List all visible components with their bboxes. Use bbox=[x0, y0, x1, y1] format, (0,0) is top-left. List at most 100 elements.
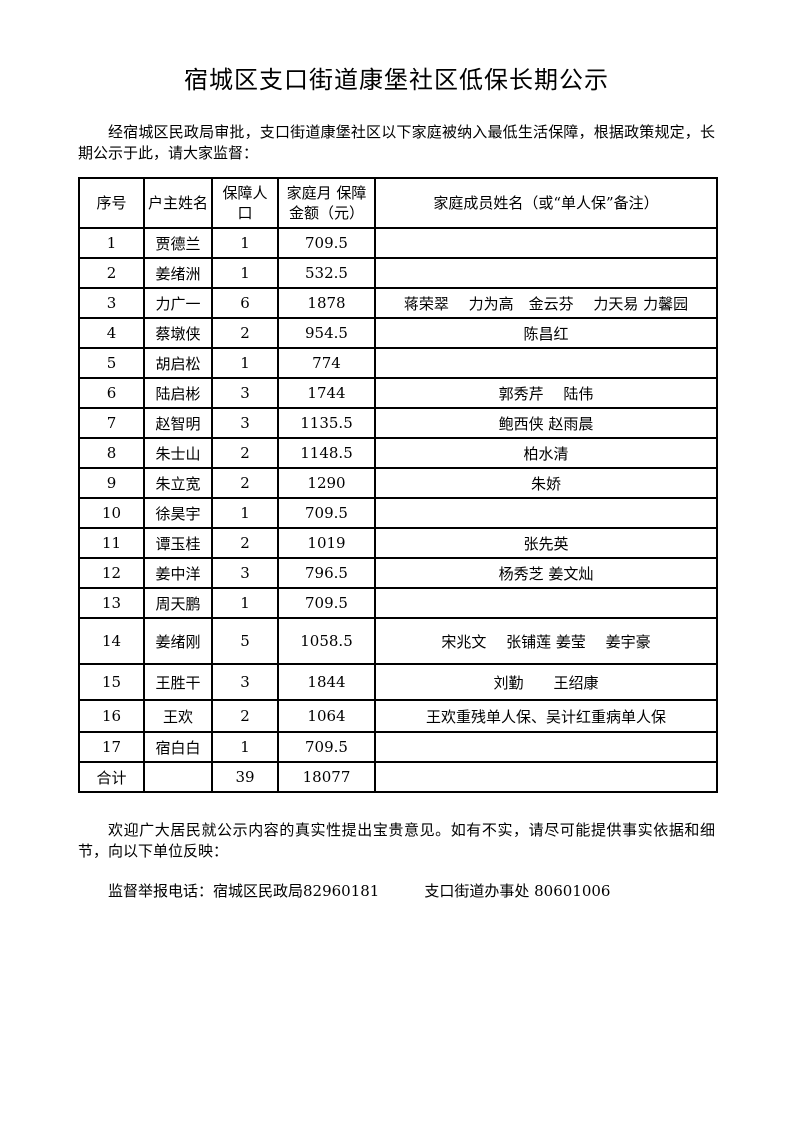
table-cell: 陆启彬 bbox=[143, 377, 213, 409]
table-row: 6 陆启彬 3 1744 郭秀芹 陆伟 bbox=[78, 377, 718, 409]
table-cell: 12 bbox=[78, 557, 145, 589]
table-row: 9 朱立宽 2 1290 朱娇 bbox=[78, 467, 718, 499]
table-cell: 杨秀芝 姜文灿 bbox=[374, 557, 718, 589]
table-cell: 15 bbox=[78, 663, 145, 701]
table-cell: 贾德兰 bbox=[143, 227, 213, 259]
table-cell: 6 bbox=[78, 377, 145, 409]
table-cell: 1 bbox=[211, 497, 279, 529]
table-row: 13 周天鹏 1 709.5 bbox=[78, 587, 718, 619]
table-cell: 1064 bbox=[277, 699, 376, 733]
col-header-amount: 家庭月 保障金额（元） bbox=[277, 177, 376, 229]
table-cell: 蔡墩侠 bbox=[143, 317, 213, 349]
table-cell: 2 bbox=[211, 527, 279, 559]
table-row: 8 朱士山 2 1148.5 柏水清 bbox=[78, 437, 718, 469]
table-cell: 1 bbox=[78, 227, 145, 259]
table-cell: 2 bbox=[211, 317, 279, 349]
table-cell: 5 bbox=[78, 347, 145, 379]
table-cell: 11 bbox=[78, 527, 145, 559]
table-cell: 1 bbox=[211, 257, 279, 289]
table-cell: 7 bbox=[78, 407, 145, 439]
table-cell: 宿白白 bbox=[143, 731, 213, 763]
table-cell: 1744 bbox=[277, 377, 376, 409]
table-cell: 1 bbox=[211, 347, 279, 379]
table-row: 1 贾德兰 1 709.5 bbox=[78, 227, 718, 259]
table-cell bbox=[374, 227, 718, 259]
hotline-line: 监督举报电话：宿城区民政局82960181 支口街道办事处 80601006 bbox=[108, 882, 611, 900]
table-cell: 1878 bbox=[277, 287, 376, 319]
table-cell: 709.5 bbox=[277, 227, 376, 259]
table-row: 12 姜中洋 3 796.5 杨秀芝 姜文灿 bbox=[78, 557, 718, 589]
table-cell: 10 bbox=[78, 497, 145, 529]
table-cell: 刘勤 王绍康 bbox=[374, 663, 718, 701]
table-cell: 3 bbox=[78, 287, 145, 319]
table-cell: 3 bbox=[211, 557, 279, 589]
table-cell: 1148.5 bbox=[277, 437, 376, 469]
table-cell: 蒋荣翠 力为高 金云芬 力天易 力馨园 bbox=[374, 287, 718, 319]
table-cell: 2 bbox=[211, 437, 279, 469]
table-cell: 合计 bbox=[78, 761, 145, 793]
table-cell: 朱立宽 bbox=[143, 467, 213, 499]
table-cell: 朱娇 bbox=[374, 467, 718, 499]
table-cell: 1 bbox=[211, 227, 279, 259]
table-cell: 1058.5 bbox=[277, 617, 376, 665]
table-cell: 胡启松 bbox=[143, 347, 213, 379]
table-row: 11 谭玉桂 2 1019 张先英 bbox=[78, 527, 718, 559]
table-cell: 3 bbox=[211, 663, 279, 701]
col-header-index: 序号 bbox=[78, 177, 145, 229]
table-cell: 鲍西侠 赵雨晨 bbox=[374, 407, 718, 439]
table-cell bbox=[374, 347, 718, 379]
table-cell: 1 bbox=[211, 587, 279, 619]
table-cell bbox=[374, 731, 718, 763]
table-cell: 2 bbox=[211, 699, 279, 733]
table-cell: 2 bbox=[211, 467, 279, 499]
table-cell: 3 bbox=[211, 407, 279, 439]
col-header-name: 户主姓名 bbox=[143, 177, 213, 229]
table-cell: 姜中洋 bbox=[143, 557, 213, 589]
table-cell: 1019 bbox=[277, 527, 376, 559]
table-cell: 姜绪刚 bbox=[143, 617, 213, 665]
table-cell: 郭秀芹 陆伟 bbox=[374, 377, 718, 409]
table-row: 7 赵智明 3 1135.5 鲍西侠 赵雨晨 bbox=[78, 407, 718, 439]
col-header-members: 家庭成员姓名（或“单人保”备注） bbox=[374, 177, 718, 229]
table-row: 3 力广一 6 1878 蒋荣翠 力为高 金云芬 力天易 力馨园 bbox=[78, 287, 718, 319]
table-cell: 774 bbox=[277, 347, 376, 379]
table-row: 14 姜绪刚 5 1058.5 宋兆文 张铺莲 姜莹 姜宇豪 bbox=[78, 617, 718, 665]
table-cell: 954.5 bbox=[277, 317, 376, 349]
table-cell: 5 bbox=[211, 617, 279, 665]
table-cell: 谭玉桂 bbox=[143, 527, 213, 559]
footer-note-paragraph: 欢迎广大居民就公示内容的真实性提出宝贵意见。如有不实，请尽可能提供事实依据和细节… bbox=[78, 821, 715, 860]
table-cell: 796.5 bbox=[277, 557, 376, 589]
table-cell: 力广一 bbox=[143, 287, 213, 319]
col-header-people: 保障人口 bbox=[211, 177, 279, 229]
table-cell bbox=[374, 587, 718, 619]
table-cell: 16 bbox=[78, 699, 145, 733]
table-cell bbox=[143, 761, 213, 793]
table-cell: 6 bbox=[211, 287, 279, 319]
table-cell: 1290 bbox=[277, 467, 376, 499]
table-header: 序号 户主姓名 保障人口 家庭月 保障金额（元） 家庭成员姓名（或“单人保”备注… bbox=[78, 177, 718, 229]
table-cell: 709.5 bbox=[277, 587, 376, 619]
table-row: 5 胡启松 1 774 bbox=[78, 347, 718, 379]
table-cell: 姜绪洲 bbox=[143, 257, 213, 289]
table-cell: 9 bbox=[78, 467, 145, 499]
table-cell: 18077 bbox=[277, 761, 376, 793]
lowbao-benefit-table: 序号 户主姓名 保障人口 家庭月 保障金额（元） 家庭成员姓名（或“单人保”备注… bbox=[78, 177, 718, 793]
table-body: 1 贾德兰 1 709.5 2 姜绪洲 1 532.5 3 力广一 6 1878 蒋荣翠 力为高 金云芬… bbox=[78, 227, 718, 793]
table-cell: 王欢 bbox=[143, 699, 213, 733]
table-cell: 王欢重残单人保、吴计红重病单人保 bbox=[374, 699, 718, 733]
table-cell: 陈昌红 bbox=[374, 317, 718, 349]
table-cell bbox=[374, 761, 718, 793]
table-cell: 1135.5 bbox=[277, 407, 376, 439]
page-title: 宿城区支口街道康堡社区低保长期公示 bbox=[184, 66, 609, 94]
table-cell: 532.5 bbox=[277, 257, 376, 289]
table-row: 4 蔡墩侠 2 954.5 陈昌红 bbox=[78, 317, 718, 349]
table-cell: 宋兆文 张铺莲 姜莹 姜宇豪 bbox=[374, 617, 718, 665]
table-row: 16 王欢 2 1064 王欢重残单人保、吴计红重病单人保 bbox=[78, 699, 718, 733]
table-cell: 709.5 bbox=[277, 497, 376, 529]
table-cell bbox=[374, 497, 718, 529]
table-cell: 柏水清 bbox=[374, 437, 718, 469]
table-cell: 1 bbox=[211, 731, 279, 763]
table-row: 合计 39 18077 bbox=[78, 761, 718, 793]
table-cell: 8 bbox=[78, 437, 145, 469]
